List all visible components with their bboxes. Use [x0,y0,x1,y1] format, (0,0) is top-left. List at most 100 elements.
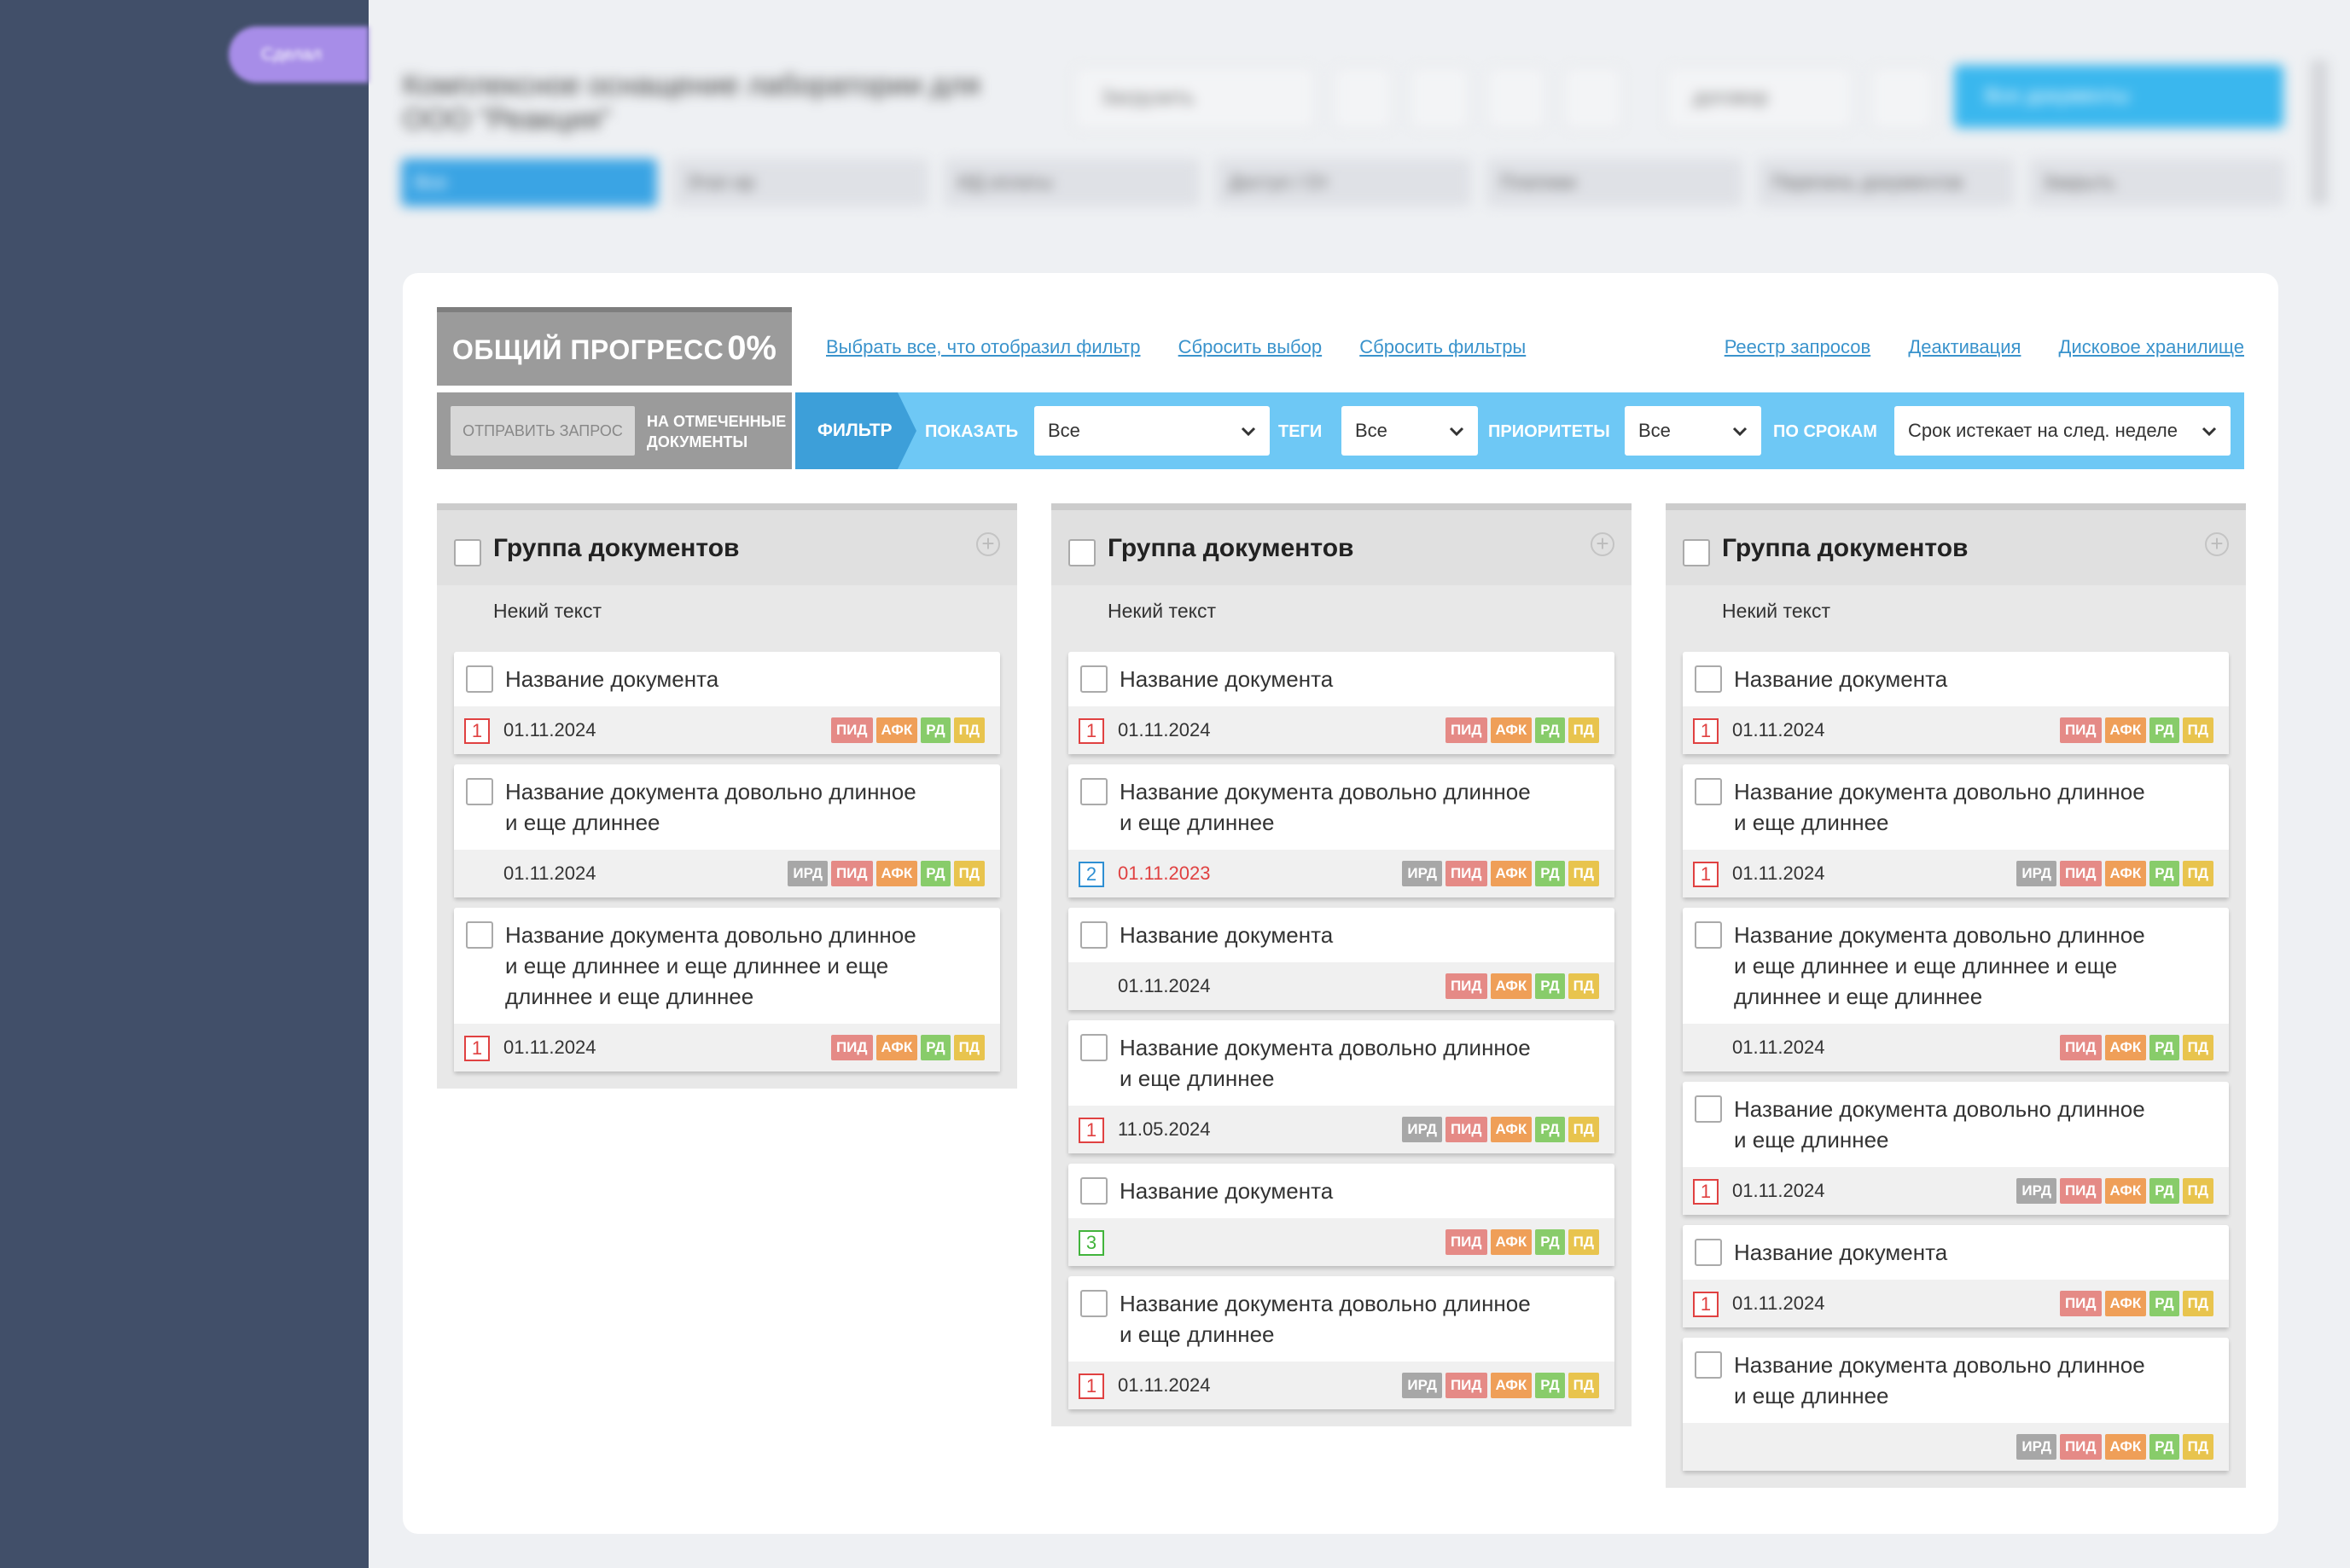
zoom-icon[interactable] [1486,67,1546,130]
document-title: Название документа [1068,652,1614,706]
document-card[interactable]: Название документа довольно длинное и еще… [454,764,1000,897]
priority-badge: 1 [464,1036,490,1061]
document-title-line: длиннее и еще длиннее [505,984,754,1009]
document-checkbox[interactable] [1080,1290,1108,1317]
document-card[interactable]: Название документа 01.11.2024 ПИД АФК РД ПД [1068,908,1614,1010]
tab-payments-id[interactable]: ИД оплаты [944,159,1200,206]
tab-document-list[interactable]: Перечень документов [1758,159,2014,206]
document-title-line: и еще длиннее и еще длиннее и еще [1734,953,2118,979]
document-checkbox[interactable] [1695,1095,1722,1123]
document-meta: 1 01.11.2024 ИРД ПИД АФК РД ПД [1683,850,2229,897]
tag-afk: АФК [1490,973,1533,999]
all-documents-button[interactable]: Все документы [1954,65,2283,128]
document-meta: ИРД ПИД АФК РД ПД [1683,1423,2229,1471]
print-icon[interactable] [1410,67,1469,130]
document-checkbox[interactable] [466,921,493,949]
add-icon[interactable]: + [2205,532,2229,556]
search-icon[interactable] [1333,67,1393,130]
info-icon[interactable] [1870,67,1934,130]
reset-selection-link[interactable]: Сбросить выбор [1178,336,1323,357]
tag-ird: ИРД [1402,1117,1442,1142]
settings-icon[interactable] [1563,67,1623,130]
priority-badge: 3 [1079,1230,1104,1256]
upload-select[interactable]: Загрузить [1073,67,1316,130]
request-registry-link[interactable]: Реестр запросов [1724,336,1871,357]
group-subtitle: Некий текст [493,600,602,622]
group-checkbox[interactable] [1683,539,1710,566]
document-date: 01.11.2024 [503,862,596,884]
tag-afk: АФК [2104,1178,2147,1204]
tab-payments[interactable]: Платежи [1486,159,1742,206]
tag-pid: ПИД [1445,1229,1487,1255]
document-title: Название документа довольно длинное и еще… [1683,1338,2229,1423]
document-card[interactable]: Название документа довольно длинное и еще… [1068,764,1614,897]
tag-afk: АФК [2104,717,2147,743]
contract-select[interactable]: договор [1666,67,1853,130]
tab-close[interactable]: Закрыть [2029,159,2285,206]
document-title-line: Название документа [1120,922,1334,948]
select-filtered-link[interactable]: Выбрать все, что отобразил фильтр [826,336,1141,357]
document-checkbox[interactable] [1080,921,1108,949]
disk-storage-link[interactable]: Дисковое хранилище [2058,336,2244,357]
document-card[interactable]: Название документа довольно длинное и еще… [454,908,1000,1071]
add-icon[interactable]: + [1591,532,1614,556]
document-card[interactable]: Название документа 3 ПИД АФК РД ПД [1068,1164,1614,1266]
deadline-select-value: Срок истекает на след. неделе [1908,420,2178,441]
document-card[interactable]: Название документа довольно длинное и еще… [1683,1082,2229,1215]
document-title: Название документа [1068,1164,1614,1218]
group-checkbox[interactable] [454,539,481,566]
tag-rd: РД [2149,861,2179,886]
document-checkbox[interactable] [466,778,493,805]
tags-select[interactable]: Все [1341,406,1478,456]
sidebar-action-pill[interactable]: Сделал [229,26,369,83]
document-checkbox[interactable] [1695,1351,1722,1379]
document-card[interactable]: Название документа довольно длинное и еще… [1683,1338,2229,1471]
document-checkbox[interactable] [1080,1034,1108,1061]
tag-afk: АФК [2104,861,2147,886]
priority-badge: 1 [1693,1179,1719,1205]
tag-afk: АФК [2104,1434,2147,1460]
document-tags: ПИД АФК РД ПД [830,1035,985,1060]
document-checkbox[interactable] [1080,778,1108,805]
document-checkbox[interactable] [1695,778,1722,805]
reset-filters-link[interactable]: Сбросить фильтры [1359,336,1527,357]
chevron-down-icon [1732,427,1748,437]
show-select[interactable]: Все [1034,406,1270,456]
tag-pd: ПД [1568,973,1599,999]
tab-access[interactable]: Доступ / От [1215,159,1471,206]
tag-afk: АФК [2104,1035,2147,1060]
document-card[interactable]: Название документа довольно длинное и еще… [1068,1020,1614,1153]
document-meta: 3 ПИД АФК РД ПД [1068,1218,1614,1266]
group-checkbox[interactable] [1068,539,1096,566]
document-checkbox[interactable] [1080,665,1108,693]
document-card[interactable]: Название документа довольно длинное и еще… [1683,764,2229,897]
document-checkbox[interactable] [1080,1177,1108,1205]
priorities-select[interactable]: Все [1625,406,1761,456]
deadline-select[interactable]: Срок истекает на след. неделе [1894,406,2231,456]
document-title: Название документа довольно длинное и еще… [1068,1020,1614,1106]
document-card[interactable]: Название документа 1 01.11.2024 ПИД АФК РД ПД [454,652,1000,754]
document-card[interactable]: Название документа 1 01.11.2024 ПИД АФК РД ПД [1683,1225,2229,1327]
filter-tag: ФИЛЬТР [795,392,916,469]
document-tags: ПИД АФК РД ПД [1445,1229,1599,1255]
document-card[interactable]: Название документа 1 01.11.2024 ПИД АФК РД ПД [1683,652,2229,754]
document-title-line: Название документа [1734,1240,1948,1265]
document-checkbox[interactable] [1695,665,1722,693]
tag-pd: ПД [2182,1178,2213,1204]
document-checkbox[interactable] [466,665,493,693]
document-card[interactable]: Название документа довольно длинное и еще… [1683,908,2229,1071]
document-tags: ИРД ПИД АФК РД ПД [788,861,985,886]
deactivation-link[interactable]: Деактивация [1908,336,2021,357]
tab-all[interactable]: Все [401,159,657,206]
document-checkbox[interactable] [1695,921,1722,949]
document-checkbox[interactable] [1695,1239,1722,1266]
tag-afk: АФК [1490,717,1533,743]
send-request-button[interactable]: ОТПРАВИТЬ ЗАПРОС [451,406,635,456]
add-icon[interactable]: + [976,532,1000,556]
tab-stage[interactable]: Этап ир [672,159,928,206]
header-scrollbar[interactable] [2311,60,2328,205]
document-title-line: Название документа [505,666,719,692]
document-card[interactable]: Название документа 1 01.11.2024 ПИД АФК РД ПД [1068,652,1614,754]
document-group-column: Группа документов + Некий текст Название до… [437,503,1017,1089]
document-card[interactable]: Название документа довольно длинное и еще… [1068,1276,1614,1409]
